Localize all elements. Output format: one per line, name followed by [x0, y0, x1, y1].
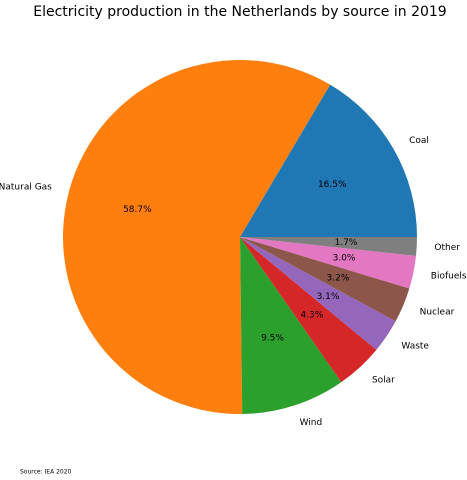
- value-label: 4.3%: [301, 311, 324, 321]
- slice-label: Nuclear: [420, 308, 455, 318]
- slice-label: Biofuels: [431, 271, 467, 281]
- pie-slice: [63, 60, 331, 415]
- pie-slice: [240, 237, 342, 414]
- slice-label: Other: [434, 243, 460, 253]
- slice-label: Coal: [409, 136, 429, 146]
- pie-slice: [240, 237, 410, 322]
- slice-label: Natural Gas: [0, 182, 52, 192]
- pie-slice: [240, 237, 377, 383]
- pie-slice: [240, 84, 417, 238]
- pie-slice: [240, 237, 416, 289]
- slice-label: Wind: [300, 418, 323, 428]
- value-label: 9.5%: [261, 334, 284, 344]
- value-label: 3.1%: [317, 292, 340, 302]
- slice-label: Solar: [372, 376, 395, 386]
- value-label: 3.0%: [333, 254, 356, 264]
- value-label: 1.7%: [335, 238, 358, 248]
- source-note: Source: IEA 2020: [20, 469, 72, 476]
- pie-slice: [240, 237, 417, 256]
- value-label: 3.2%: [327, 273, 350, 283]
- value-label: 16.5%: [318, 180, 347, 190]
- pie-slice: [240, 237, 396, 350]
- slice-label: Waste: [401, 341, 429, 351]
- value-label: 58.7%: [123, 205, 152, 215]
- chart-title: Electricity production in the Netherland…: [33, 4, 446, 20]
